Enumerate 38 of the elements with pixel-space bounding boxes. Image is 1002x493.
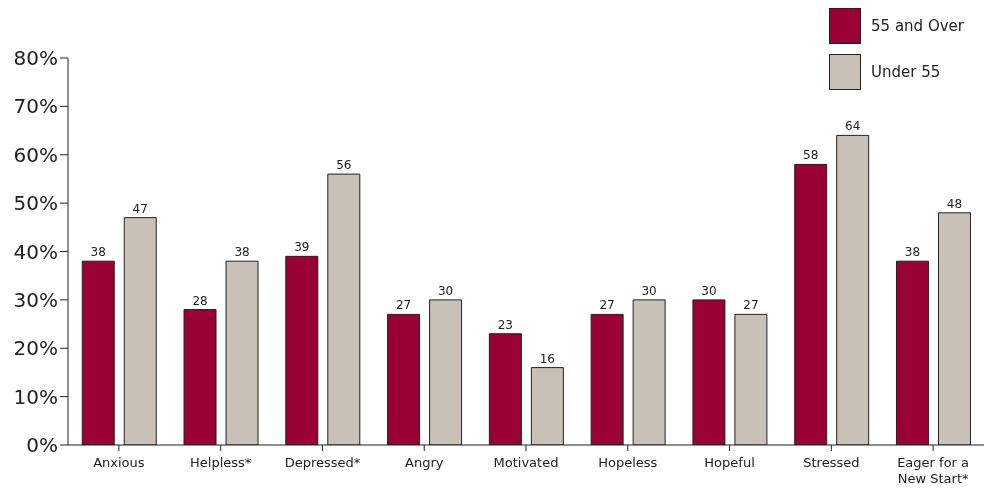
x-tick-label: Helpless* <box>190 455 252 470</box>
data-label: 28 <box>192 293 208 308</box>
legend-label: Under 55 <box>871 63 941 81</box>
data-label: 38 <box>90 245 106 260</box>
y-tick-label: 0% <box>26 433 58 458</box>
y-tick-label: 80% <box>13 46 58 71</box>
data-label: 47 <box>132 201 148 216</box>
data-label: 30 <box>641 283 657 298</box>
data-label: 27 <box>599 298 615 313</box>
data-label: 56 <box>336 158 352 173</box>
data-label: 64 <box>845 119 861 134</box>
y-tick-label: 50% <box>13 191 58 216</box>
data-label: 38 <box>234 245 250 260</box>
x-tick-label: Hopeless <box>598 455 658 470</box>
data-label: 27 <box>395 298 412 313</box>
x-tick-label: Angry <box>405 455 444 470</box>
data-label: 30 <box>437 283 454 298</box>
legend-label: 55 and Over <box>871 17 964 35</box>
y-tick-label: 10% <box>13 384 58 409</box>
data-label: 23 <box>497 317 513 332</box>
y-tick-label: 40% <box>13 239 58 264</box>
x-tick-label: Stressed <box>803 455 860 470</box>
data-label: 38 <box>904 245 921 260</box>
y-tick-label: 20% <box>13 336 58 361</box>
x-tick-label: Eager for a New Start* <box>897 455 970 486</box>
x-tick-label: Motivated <box>493 455 559 470</box>
data-label: 39 <box>294 240 310 255</box>
data-label: 48 <box>946 196 963 211</box>
y-tick-label: 70% <box>13 94 58 119</box>
data-label: 27 <box>743 298 759 313</box>
x-tick-label: Depressed* <box>284 455 361 470</box>
x-tick-label: Anxious <box>93 455 145 470</box>
data-label: 58 <box>803 148 819 163</box>
data-label: 16 <box>539 351 555 366</box>
y-tick-label: 30% <box>13 287 58 312</box>
x-tick-label: Hopeful <box>704 455 755 470</box>
y-tick-label: 60% <box>13 142 58 167</box>
data-label: 30 <box>701 283 717 298</box>
